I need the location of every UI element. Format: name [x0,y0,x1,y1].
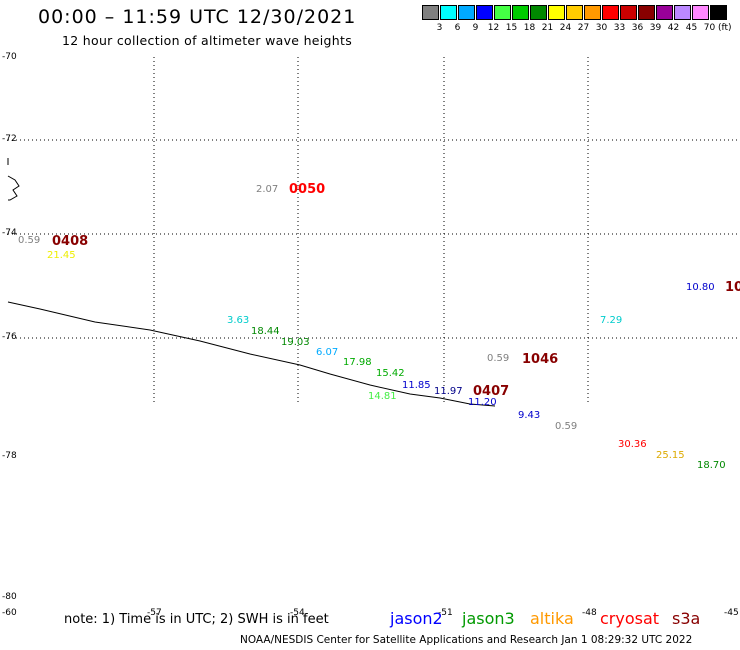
colorbar-swatch [656,5,673,20]
wave-height-value: 18.70 [697,460,726,471]
graticule [8,57,740,405]
colorbar-label: 30 [595,23,608,33]
colorbar-swatch [494,5,511,20]
wave-height-value: 0.59 [18,235,41,246]
wave-height-value: 18.44 [251,326,280,337]
wave-height-value: 0.59 [555,421,578,432]
legend-jason2: jason2 [390,609,443,628]
colorbar-swatch [710,5,727,20]
wave-height-value: 21.45 [47,250,76,261]
colorbar-label: 70 [703,23,716,33]
colorbar-label: 33 [613,23,626,33]
colorbar-label: 36 [631,23,644,33]
pass-time-label: 10 [725,280,740,295]
colorbar-swatch [512,5,529,20]
coastline-island [7,175,20,201]
legend-cryosat: cryosat [600,609,660,628]
colorbar-label: 9 [472,23,479,33]
legend-jason3: jason3 [462,609,515,628]
wave-height-value: 11.97 [434,386,463,397]
lat-label: -72 [2,134,17,144]
colorbar-swatch [692,5,709,20]
colorbar-swatch [476,5,493,20]
wave-height-value: 11.85 [402,380,431,391]
lat-label: -80 [2,592,17,602]
note-text: note: 1) Time is in UTC; 2) SWH is in fe… [64,612,329,627]
colorbar-swatch [566,5,583,20]
wave-height-value: 19.03 [281,337,310,348]
lon-label: -45 [724,608,739,618]
colorbar-label: 21 [541,23,554,33]
colorbar-swatch [620,5,637,20]
footer-credit: NOAA/NESDIS Center for Satellite Applica… [240,634,693,646]
lat-label: -78 [2,451,17,461]
wave-height-value: 17.98 [343,357,372,368]
colorbar-label: 27 [577,23,590,33]
colorbar-swatch [422,5,439,20]
pass-time-label: 0408 [52,234,89,249]
wave-height-value: 25.15 [656,450,685,461]
colorbar-label: 15 [505,23,518,33]
lat-label: -70 [2,52,17,62]
colorbar-label: 3 [436,23,443,33]
colorbar-label: 45 [685,23,698,33]
colorbar-swatch [530,5,547,20]
colorbar-swatch [602,5,619,20]
lon-label: -48 [582,608,597,618]
colorbar-swatch [548,5,565,20]
wave-height-value: 9.43 [518,410,541,421]
colorbar-unit: (ft) [718,23,732,33]
map-title: 00:00 – 11:59 UTC 12/30/2021 [38,6,357,28]
lat-label: -76 [2,332,17,342]
wave-height-value: 11.20 [468,397,497,408]
colorbar-swatch [458,5,475,20]
wave-height-value: 7.29 [600,315,623,326]
map-subtitle: 12 hour collection of altimeter wave hei… [62,33,353,48]
colorbar-label: 18 [523,23,536,33]
colorbar-label: 6 [454,23,461,33]
legend-altika: altika [530,609,574,628]
pass-time-label: 0407 [473,384,510,399]
wave-height-value: 30.36 [618,439,647,450]
colorbar-swatch [674,5,691,20]
lon-label: -51 [438,608,453,618]
colorbar-label: 39 [649,23,662,33]
wave-height-value: 14.81 [368,391,397,402]
lat-label: -74 [2,228,17,238]
colorbar-swatch [584,5,601,20]
wave-height-value: 3.63 [227,315,250,326]
lon-label: -57 [147,608,162,618]
colorbar-swatch [440,5,457,20]
wave-height-value: 0.59 [487,353,510,364]
colorbar-label: 24 [559,23,572,33]
colorbar-label: 12 [487,23,500,33]
lon-label: -60 [2,608,17,618]
colorbar-label: 42 [667,23,680,33]
legend-s3a: s3a [672,609,701,628]
colorbar-swatch [638,5,655,20]
lon-label: -54 [290,608,305,618]
coastline [7,301,496,407]
wave-height-value: 6.07 [316,347,339,358]
wave-height-value: 2.07 [256,184,279,195]
wave-height-value: 15.42 [376,368,405,379]
pass-time-label: 0050 [289,182,326,197]
wave-height-value: 10.80 [686,282,715,293]
pass-time-label: 1046 [522,352,559,367]
